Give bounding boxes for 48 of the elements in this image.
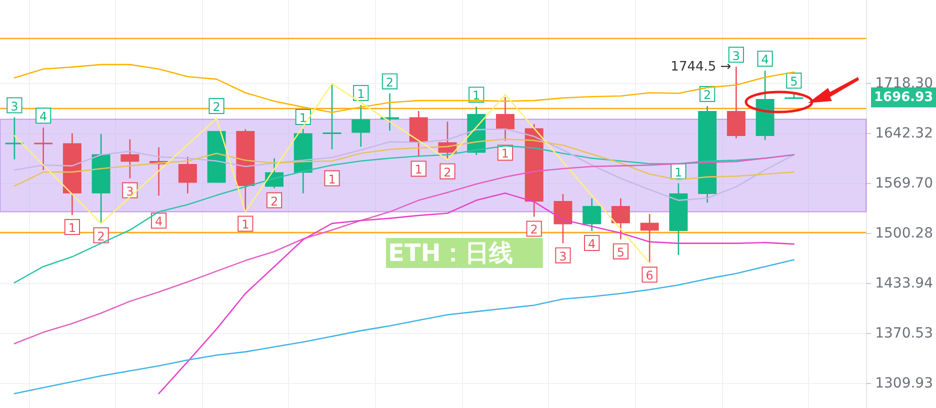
annotation: 2 [270,194,278,208]
annotation: 2 [530,222,538,237]
annotation: 1 [68,220,76,235]
annotation: 5 [616,245,625,260]
line-series [14,138,795,187]
annotation: 1 [242,218,250,232]
candlestick [178,156,197,194]
annotation: 1 [414,162,422,177]
annotation: 6 [646,268,654,283]
annotation: 1 [357,86,365,101]
annotation: 1 [674,165,682,180]
annotation: 1744.5 → [670,59,732,74]
annotation: 2 [212,100,220,114]
y-tick-label: 1569.70 [875,175,934,192]
annotation: 4 [588,236,596,251]
text: 1696.93 [874,90,934,105]
y-tick-label: 1718.30 [875,75,934,92]
annotation: 3 [559,249,567,264]
annotation: 3 [732,48,740,63]
candlestick [496,96,514,142]
annotation: 4 [154,214,163,229]
annotation: 2 [704,88,712,102]
y-tick-label: 1642.32 [875,125,934,142]
y-tick-label: 1433.94 [875,275,934,292]
annotation: 4 [39,110,48,124]
annotation: 1 [299,111,307,125]
y-tick-label: 1309.93 [875,375,934,392]
annotation: 3 [126,184,134,198]
annotation: 1 [328,172,336,186]
candlestick [554,193,572,244]
candlestick [322,83,342,150]
candlestick [120,138,140,179]
y-tick-label: 1500.28 [875,225,934,242]
annotation: 2 [97,229,105,244]
annotation: 2 [444,165,452,180]
annotation: 2 [386,75,394,90]
candlestick [611,198,630,240]
candlestick [640,213,659,264]
annotation: 4 [761,52,769,67]
y-tick-label: 1370.53 [875,325,934,342]
annotation: 1 [472,88,480,103]
annotation: 5 [790,74,798,89]
candlestick [352,104,370,148]
candlestick [582,198,602,232]
candlestick [34,127,53,171]
annotation: ETH：日线 [388,239,513,267]
annotation: 1 [501,146,510,161]
annotation: 3 [10,99,18,114]
